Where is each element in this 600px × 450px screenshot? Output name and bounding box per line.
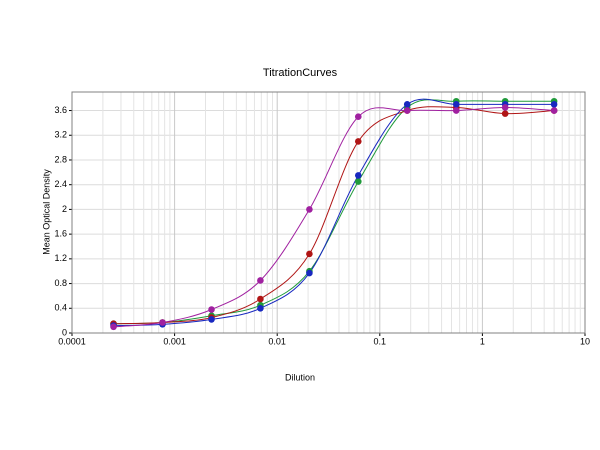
fit-curve <box>113 106 555 328</box>
data-point <box>306 250 313 258</box>
x-tick-label: 0.1 <box>374 336 387 346</box>
data-point <box>110 323 117 331</box>
data-point <box>257 295 264 303</box>
data-point <box>208 306 215 313</box>
x-axis-label: Dilution <box>285 372 315 382</box>
plot-frame <box>71 91 586 334</box>
data-point <box>354 172 362 179</box>
x-tick-label: 0.01 <box>268 336 286 346</box>
data-point <box>354 113 362 121</box>
y-tick-label: 0.4 <box>54 303 67 313</box>
y-tick-label: 0 <box>62 327 67 337</box>
data-point <box>257 277 264 284</box>
data-point <box>354 178 362 185</box>
x-tick-label: 1 <box>480 336 485 346</box>
y-tick-label: 2.8 <box>54 154 67 164</box>
data-point <box>208 316 215 323</box>
y-tick-label: 2.4 <box>54 179 67 189</box>
data-point <box>501 110 509 117</box>
data-point <box>452 107 460 114</box>
x-tick-label: 10 <box>580 336 590 346</box>
data-point <box>403 107 411 114</box>
fit-curve <box>113 99 555 325</box>
data-point <box>306 269 313 277</box>
y-tick-label: 1.2 <box>54 253 67 263</box>
data-point <box>257 304 264 312</box>
data-point <box>550 101 558 108</box>
data-point <box>354 138 362 145</box>
data-point <box>403 101 411 108</box>
y-axis-label: Mean Optical Density <box>41 169 51 255</box>
data-point <box>501 104 509 111</box>
y-tick-label: 3.6 <box>54 105 67 115</box>
data-point <box>550 107 558 114</box>
y-tick-label: 2 <box>62 204 67 214</box>
y-tick-label: 1.6 <box>54 229 67 239</box>
data-point <box>159 319 166 326</box>
x-tick-label: 0.0001 <box>58 336 86 346</box>
x-tick-label: 0.001 <box>163 336 186 346</box>
y-tick-label: 3.2 <box>54 130 67 140</box>
data-point <box>452 101 460 108</box>
y-tick-label: 0.8 <box>54 278 67 288</box>
chart-title: TitrationCurves <box>263 67 338 79</box>
fit-curve <box>113 98 555 327</box>
data-point <box>306 206 313 213</box>
